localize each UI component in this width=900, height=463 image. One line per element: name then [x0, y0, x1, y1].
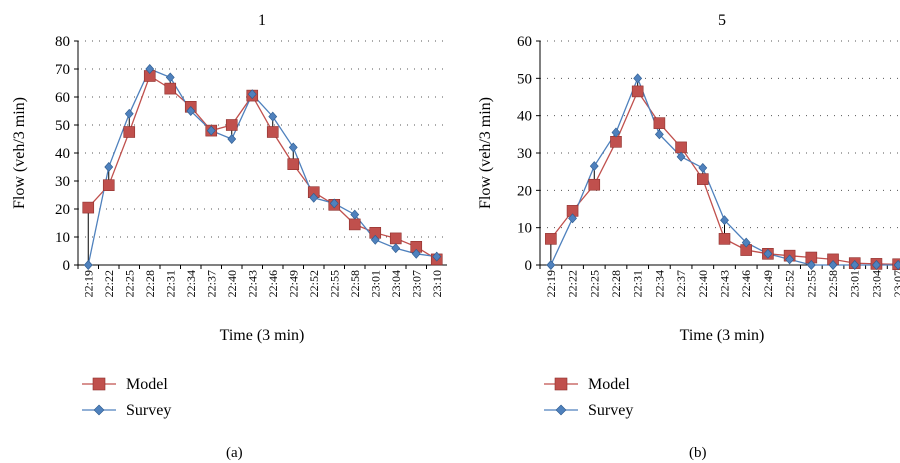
- x-tick-label: 22:46: [739, 270, 753, 297]
- x-tick-label: 23:04: [869, 270, 883, 297]
- x-tick-label: 22:22: [566, 270, 580, 297]
- x-tick-label: 23:07: [409, 270, 423, 297]
- x-tick-label: 22:40: [225, 270, 239, 297]
- y-tick-label: 20: [55, 202, 70, 218]
- x-tick-label: 23:10: [430, 270, 444, 297]
- y-axis-label: Flow (veh/3 min): [477, 97, 494, 209]
- data-point-model: [719, 233, 730, 244]
- y-tick-label: 20: [517, 183, 532, 199]
- x-tick-label: 22:37: [674, 270, 688, 297]
- x-tick-label: 22:40: [696, 270, 710, 297]
- x-tick-label: 23:07: [891, 270, 900, 297]
- x-tick-label: 23:04: [389, 270, 403, 297]
- y-tick-label: 30: [55, 174, 70, 190]
- x-tick-label: 22:31: [631, 270, 645, 297]
- x-tick-label: 22:34: [652, 270, 666, 297]
- legend-label: Survey: [588, 402, 633, 419]
- legend-marker-diamond: [94, 405, 104, 415]
- data-point-model: [632, 86, 643, 97]
- data-point-model: [165, 83, 176, 94]
- x-axis-label: Time (3 min): [220, 327, 305, 344]
- data-point-model: [288, 159, 299, 170]
- x-tick-label: 22:28: [609, 270, 623, 297]
- x-tick-label: 22:58: [826, 270, 840, 297]
- data-point-model: [589, 179, 600, 190]
- x-tick-label: 22:25: [587, 270, 601, 297]
- x-axis-label: Time (3 min): [680, 327, 765, 344]
- panel-label: (a): [226, 445, 243, 461]
- y-tick-label: 0: [525, 258, 533, 274]
- data-point-model: [676, 142, 687, 153]
- x-tick-label: 23:01: [848, 270, 862, 297]
- y-tick-label: 40: [55, 146, 70, 162]
- x-tick-label: 22:43: [245, 270, 259, 297]
- data-point-model: [103, 180, 114, 191]
- data-point-survey: [105, 163, 113, 172]
- x-tick-label: 22:55: [804, 270, 818, 297]
- legend-label: Model: [126, 376, 168, 393]
- data-point-survey: [84, 261, 92, 270]
- data-point-model: [610, 136, 621, 147]
- data-point-model: [390, 233, 401, 244]
- data-point-model: [83, 202, 94, 213]
- data-point-survey: [166, 73, 174, 82]
- legend-label: Survey: [126, 402, 171, 419]
- data-point-model: [124, 127, 135, 138]
- x-tick-label: 22:49: [286, 270, 300, 297]
- x-tick-label: 22:52: [783, 270, 797, 297]
- data-point-survey: [547, 261, 555, 270]
- x-tick-label: 22:49: [761, 270, 775, 297]
- y-tick-label: 60: [55, 90, 70, 106]
- x-tick-label: 22:55: [327, 270, 341, 297]
- y-tick-label: 50: [55, 118, 70, 134]
- x-tick-label: 22:58: [348, 270, 362, 297]
- data-point-model: [226, 120, 237, 131]
- x-tick-label: 22:19: [81, 270, 95, 297]
- y-tick-label: 40: [517, 109, 532, 125]
- data-point-survey: [699, 163, 707, 172]
- y-tick-label: 80: [55, 34, 70, 50]
- y-tick-label: 30: [517, 146, 532, 162]
- chart-title: 5: [718, 12, 726, 29]
- panel-label: (b): [689, 445, 707, 461]
- x-tick-label: 22:31: [163, 270, 177, 297]
- y-tick-label: 70: [55, 62, 70, 78]
- data-point-model: [349, 219, 360, 230]
- x-tick-label: 22:19: [544, 270, 558, 297]
- legend-marker-square: [555, 378, 567, 390]
- data-point-model: [654, 118, 665, 129]
- legend-label: Model: [588, 376, 630, 393]
- x-tick-label: 22:43: [718, 270, 732, 297]
- y-tick-label: 10: [55, 230, 70, 246]
- data-point-model: [545, 233, 556, 244]
- data-point-survey: [125, 109, 133, 118]
- y-tick-label: 60: [517, 34, 532, 50]
- data-point-survey: [634, 74, 642, 83]
- legend-marker-diamond: [556, 405, 566, 415]
- data-point-model: [697, 174, 708, 185]
- y-tick-label: 50: [517, 71, 532, 87]
- data-point-model: [267, 127, 278, 138]
- x-tick-label: 22:46: [266, 270, 280, 297]
- x-tick-label: 22:28: [143, 270, 157, 297]
- x-tick-label: 22:34: [184, 270, 198, 297]
- data-point-survey: [392, 244, 400, 253]
- x-tick-label: 22:37: [204, 270, 218, 297]
- series-line-model: [88, 76, 437, 259]
- chart-title: 1: [258, 12, 266, 29]
- x-tick-label: 22:25: [122, 270, 136, 297]
- y-tick-label: 0: [63, 258, 71, 274]
- legend-marker-square: [93, 378, 105, 390]
- y-tick-label: 10: [517, 221, 532, 237]
- x-tick-label: 23:01: [368, 270, 382, 297]
- x-tick-label: 22:22: [102, 270, 116, 297]
- y-axis-label: Flow (veh/3 min): [11, 97, 28, 209]
- data-point-survey: [228, 135, 236, 144]
- chart-panel-a: 10102030405060708022:19 22:22 22:25 22:28 22…: [11, 12, 447, 461]
- x-tick-label: 22:52: [307, 270, 321, 297]
